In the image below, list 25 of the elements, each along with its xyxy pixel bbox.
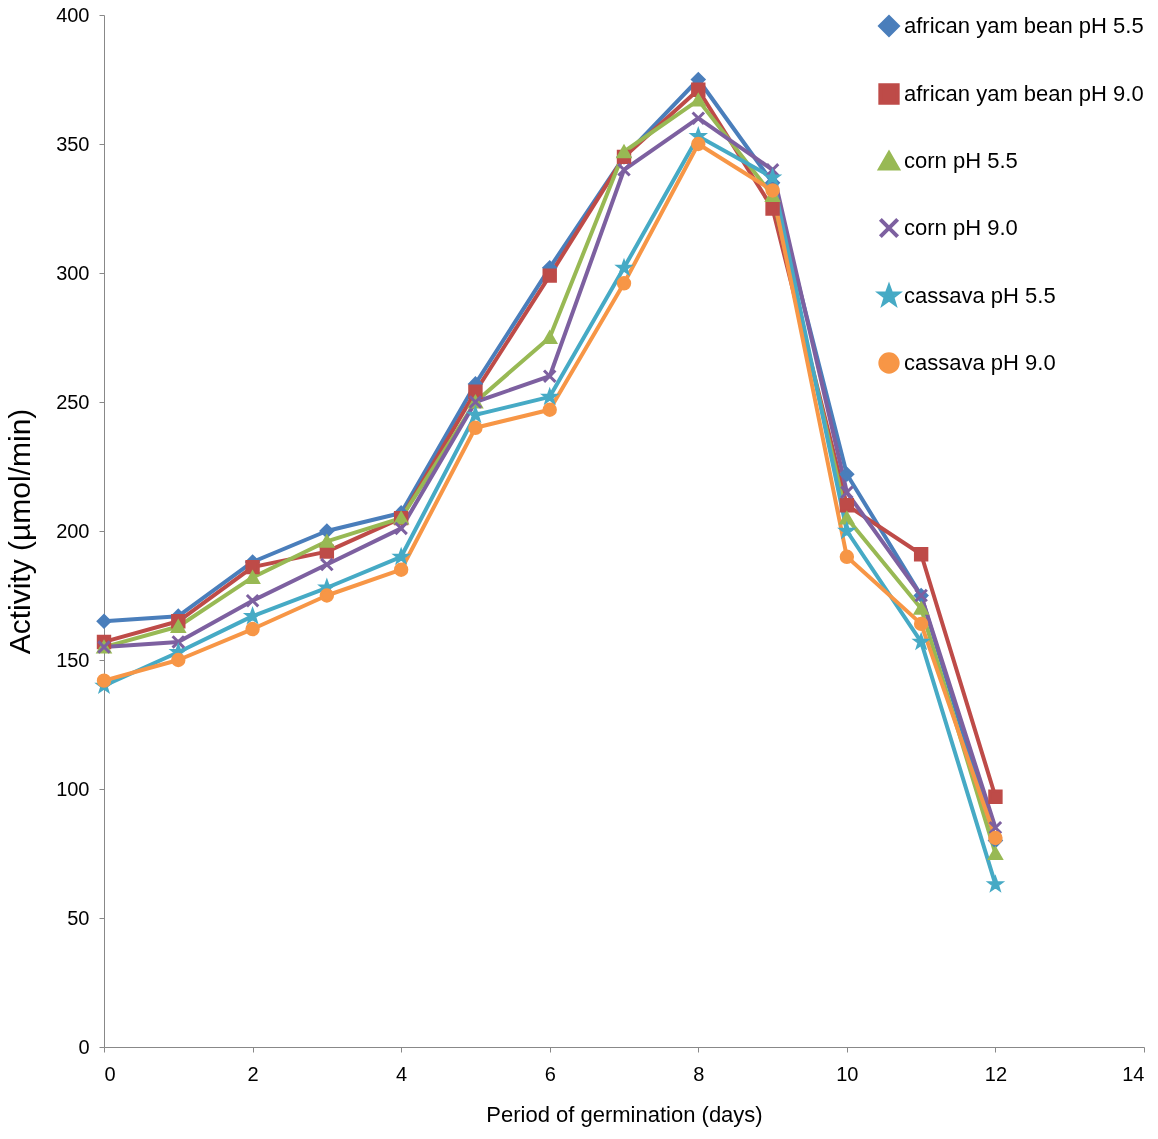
x-tick-label: 10 xyxy=(836,1062,859,1085)
x-tick-label: 2 xyxy=(247,1062,259,1085)
y-tick-label: 150 xyxy=(56,648,90,671)
y-tick-label: 350 xyxy=(56,132,90,155)
y-tick-label: 300 xyxy=(56,261,90,284)
y-tick-label: 50 xyxy=(67,906,90,929)
y-tick-label: 0 xyxy=(78,1035,90,1058)
legend-label: cassava pH 5.5 xyxy=(904,283,1056,308)
x-tick-label: 12 xyxy=(984,1062,1008,1085)
y-tick-label: 200 xyxy=(56,519,90,542)
legend-label: african yam bean pH 9.0 xyxy=(904,81,1144,106)
x-tick-label: 6 xyxy=(544,1062,556,1085)
y-tick-label: 100 xyxy=(56,777,90,800)
legend-label: african yam bean pH 5.5 xyxy=(904,13,1144,38)
y-tick-label: 400 xyxy=(56,3,90,26)
legend-label: corn pH 5.5 xyxy=(904,148,1018,173)
x-tick-label: 8 xyxy=(693,1062,705,1085)
y-tick-label: 250 xyxy=(56,390,90,413)
x-tick-label: 0 xyxy=(104,1062,116,1085)
x-axis-title: Period of germination (days) xyxy=(486,1101,763,1127)
x-tick-label: 4 xyxy=(396,1062,408,1085)
legend-label: corn pH 9.0 xyxy=(904,215,1018,240)
legend-label: cassava pH 9.0 xyxy=(904,350,1056,375)
y-axis-title: Activity (µmol/min) xyxy=(3,408,37,655)
x-tick-label: 14 xyxy=(1122,1062,1145,1085)
